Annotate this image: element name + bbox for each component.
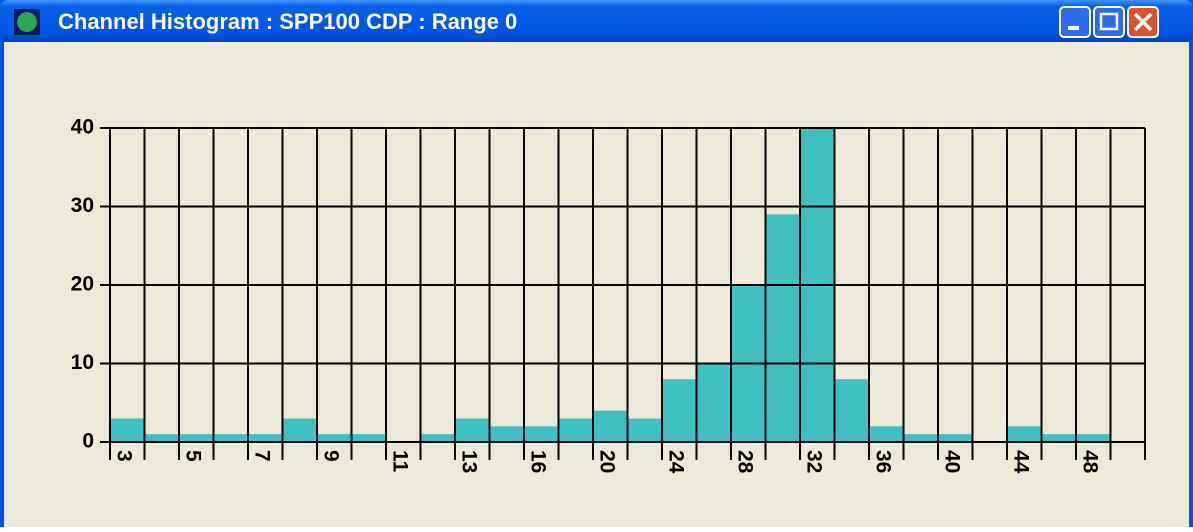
bar (938, 434, 973, 442)
minimize-icon (1068, 26, 1079, 30)
x-tick-label: 5 (181, 450, 204, 462)
bar (351, 434, 386, 442)
x-tick-label: 36 (871, 450, 894, 473)
bar (110, 418, 145, 442)
x-tick-label: 9 (319, 450, 342, 462)
bar (420, 434, 455, 442)
y-tick-label: 10 (71, 351, 94, 374)
bar (179, 434, 214, 442)
x-tick-label: 3 (112, 450, 135, 462)
bar (213, 434, 248, 442)
close-icon (1133, 12, 1153, 32)
maximize-button[interactable] (1093, 6, 1125, 38)
x-tick-label: 28 (733, 450, 756, 474)
y-tick-label: 20 (71, 273, 94, 296)
y-tick-label: 30 (71, 194, 94, 217)
x-tick-label: 44 (1009, 450, 1032, 474)
bar (144, 434, 179, 442)
maximize-icon (1099, 12, 1119, 31)
bar (455, 418, 490, 442)
x-tick-label: 48 (1078, 450, 1101, 474)
bar (1007, 426, 1042, 442)
bar (662, 379, 697, 442)
bar (696, 363, 731, 442)
x-tick-label: 32 (802, 450, 825, 473)
y-tick-label: 0 (82, 430, 94, 453)
bar (282, 418, 317, 442)
bar (1076, 434, 1111, 442)
bar (524, 426, 559, 442)
x-tick-label: 20 (595, 450, 618, 473)
bar (489, 426, 524, 442)
x-tick-label: 7 (250, 450, 273, 462)
chart: 0 10 20 30 40 3 5 7 9 11 13 16 20 24 28 32 36 40 44 48 (71, 116, 1146, 474)
x-tick-label: 13 (457, 450, 480, 473)
y-tick-label: 40 (71, 116, 94, 139)
title-bar (0, 0, 1193, 42)
bar (248, 434, 283, 442)
x-tick-label: 24 (664, 450, 687, 474)
bar (903, 434, 938, 442)
bar (558, 418, 593, 442)
app-icon-globe (17, 12, 37, 32)
bar (317, 434, 352, 442)
window-title: Channel Histogram : SPP100 CDP : Range 0 (58, 9, 517, 34)
bar (869, 426, 904, 442)
bar (627, 418, 662, 442)
minimize-button[interactable] (1059, 6, 1091, 38)
bar (834, 379, 869, 442)
x-tick-label: 40 (940, 450, 963, 473)
x-tick-label: 16 (526, 450, 549, 473)
bar (593, 410, 628, 442)
x-tick-label: 11 (388, 450, 411, 473)
bar (765, 214, 800, 442)
bar (1041, 434, 1076, 442)
